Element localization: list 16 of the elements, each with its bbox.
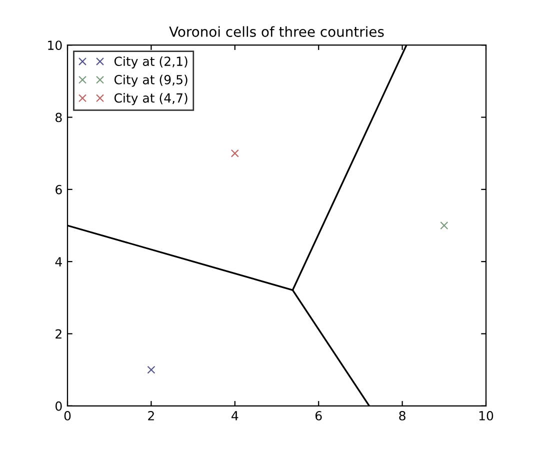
y-tick-label: 0 bbox=[56, 401, 62, 411]
y-tick-label: 4 bbox=[55, 257, 62, 266]
y-tick-label: 8 bbox=[56, 112, 62, 122]
x-tick-label: 4 bbox=[232, 411, 238, 420]
x-tick-label: 6 bbox=[315, 410, 322, 420]
legend-label: City at (9,5) bbox=[114, 74, 188, 87]
x-tick-label: 2 bbox=[148, 410, 154, 420]
x-tick-label: 10 bbox=[479, 410, 494, 420]
legend-label: City at (2,1) bbox=[114, 56, 188, 68]
chart-title: Voronoi cells of three countries bbox=[169, 26, 384, 37]
y-tick-label: 6 bbox=[56, 184, 62, 194]
legend-label: City at (4,7) bbox=[114, 93, 188, 106]
y-tick-label: 2 bbox=[56, 329, 62, 338]
x-tick-label: 0 bbox=[64, 410, 71, 420]
x-tick-label: 8 bbox=[399, 410, 406, 420]
y-tick-label: 10 bbox=[48, 40, 62, 50]
